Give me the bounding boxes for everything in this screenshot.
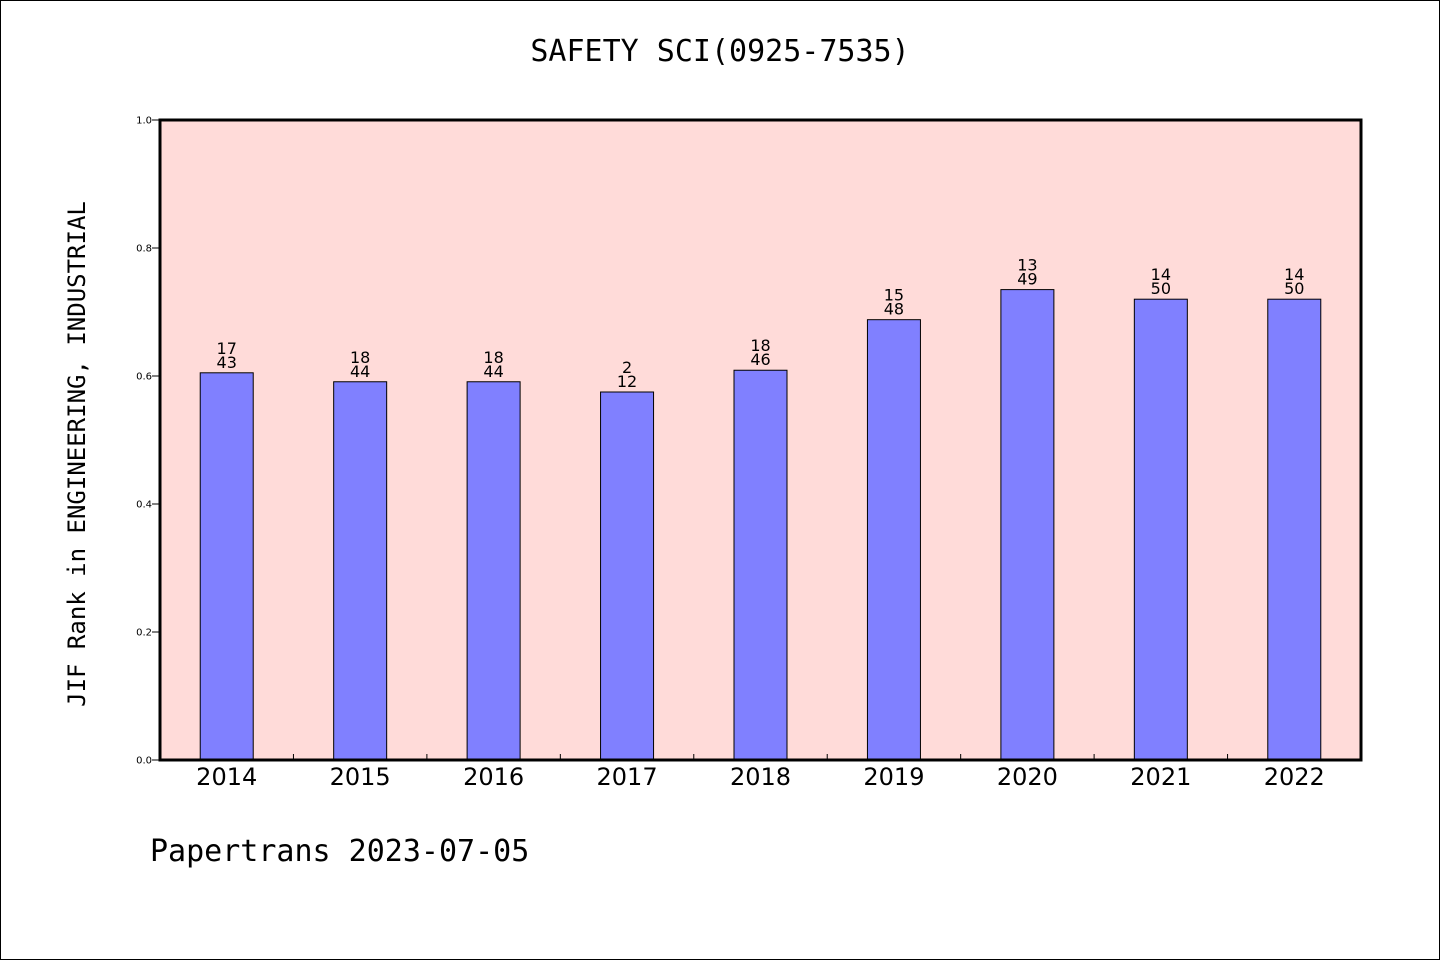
data-label-total: 46: [750, 350, 770, 369]
data-label-total: 50: [1151, 279, 1171, 298]
data-label-total: 48: [884, 300, 904, 319]
data-label-rank: 18: [350, 348, 370, 367]
data-label-rank: 18: [483, 348, 503, 367]
y-tick-label: 0.8: [136, 244, 152, 255]
data-label-total: 44: [350, 362, 370, 381]
x-axis-ticks: 2014 2015 2016 2017 2018 2019 2020 2021 2022: [196, 754, 1325, 791]
data-label-total: 49: [1017, 270, 1037, 289]
data-label-rank: 14: [1284, 265, 1304, 284]
x-tick-label: 2020: [997, 763, 1058, 791]
x-tick-label: 2016: [463, 763, 524, 791]
x-tick-label: 2015: [330, 763, 391, 791]
y-tick-label: 1.0: [136, 116, 152, 127]
bars: [199, 289, 1322, 761]
data-label-rank: 18: [750, 336, 770, 355]
data-label-total: 50: [1284, 279, 1304, 298]
bar-2015: [333, 381, 388, 761]
data-label-total: 44: [483, 362, 503, 381]
bar-2018: [733, 369, 788, 761]
x-tick-label: 2022: [1264, 763, 1325, 791]
data-label-rank: 14: [1151, 265, 1171, 284]
y-tick-label: 0.4: [136, 500, 152, 511]
bar-2016: [466, 381, 521, 761]
data-label-rank: 2: [622, 358, 632, 377]
y-tick-label: 0.2: [136, 628, 152, 639]
data-label-rank: 13: [1017, 256, 1037, 275]
x-tick-label: 2021: [1130, 763, 1191, 791]
bar-2021: [1133, 298, 1188, 761]
x-tick-label: 2019: [863, 763, 924, 791]
x-tick-label: 2017: [597, 763, 658, 791]
y-tick-label: 0.6: [136, 372, 152, 383]
data-label-rank: 17: [217, 339, 237, 358]
chart-title: SAFETY SCI(0925-7535): [530, 34, 910, 69]
bar-2022: [1267, 298, 1322, 761]
data-label-total: 12: [617, 372, 637, 391]
y-axis-ticks: 0.0 0.2 0.4 0.6 0.8 1.0: [136, 116, 160, 767]
x-tick-label: 2014: [196, 763, 257, 791]
data-label-total: 43: [217, 353, 237, 372]
x-tick-label: 2018: [730, 763, 791, 791]
bar-2019: [866, 319, 921, 761]
footer-credit: Papertrans 2023-07-05: [150, 834, 530, 869]
plot-border: [158, 118, 1363, 762]
y-tick-label: 0.0: [136, 756, 152, 767]
bar-2017: [600, 391, 655, 761]
bar-2014: [199, 372, 254, 761]
bar-2020: [1000, 289, 1055, 761]
data-label-rank: 15: [884, 286, 904, 305]
